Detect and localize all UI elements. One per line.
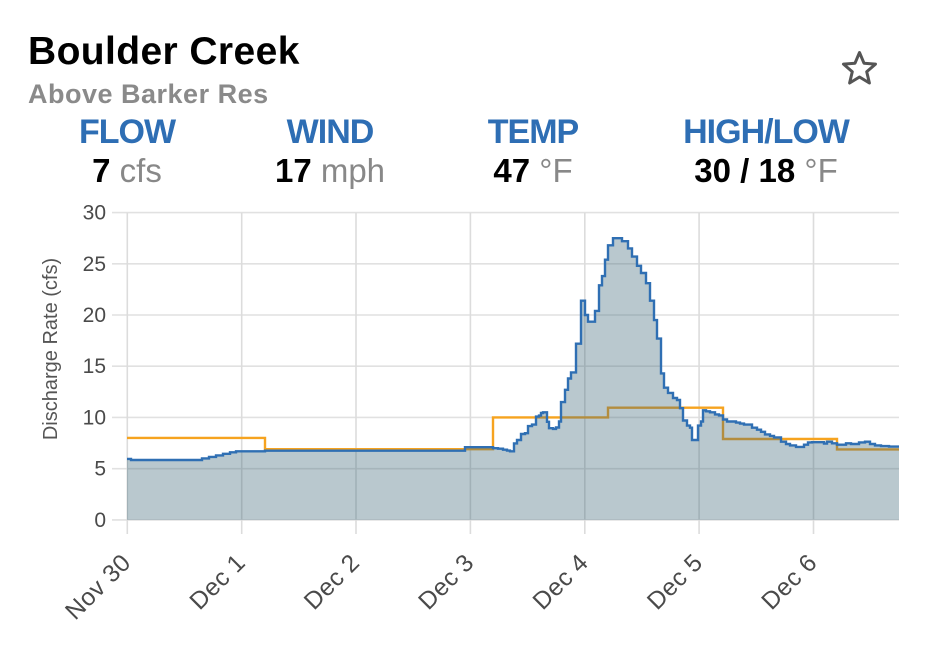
- svg-text:15: 15: [83, 355, 106, 378]
- svg-text:25: 25: [83, 253, 106, 276]
- svg-text:Dec 4: Dec 4: [528, 549, 594, 615]
- svg-text:30: 30: [83, 202, 106, 225]
- svg-text:Dec 6: Dec 6: [757, 549, 823, 615]
- svg-text:Dec 1: Dec 1: [185, 549, 251, 615]
- svg-text:0: 0: [94, 509, 106, 532]
- svg-text:Dec 3: Dec 3: [414, 549, 480, 615]
- svg-text:Dec 2: Dec 2: [299, 549, 365, 615]
- svg-text:Discharge Rate (cfs): Discharge Rate (cfs): [40, 258, 62, 440]
- svg-text:Dec 5: Dec 5: [642, 549, 708, 615]
- svg-text:20: 20: [83, 304, 106, 327]
- svg-text:5: 5: [94, 458, 106, 481]
- svg-text:Nov 30: Nov 30: [60, 549, 136, 625]
- svg-text:10: 10: [83, 406, 106, 429]
